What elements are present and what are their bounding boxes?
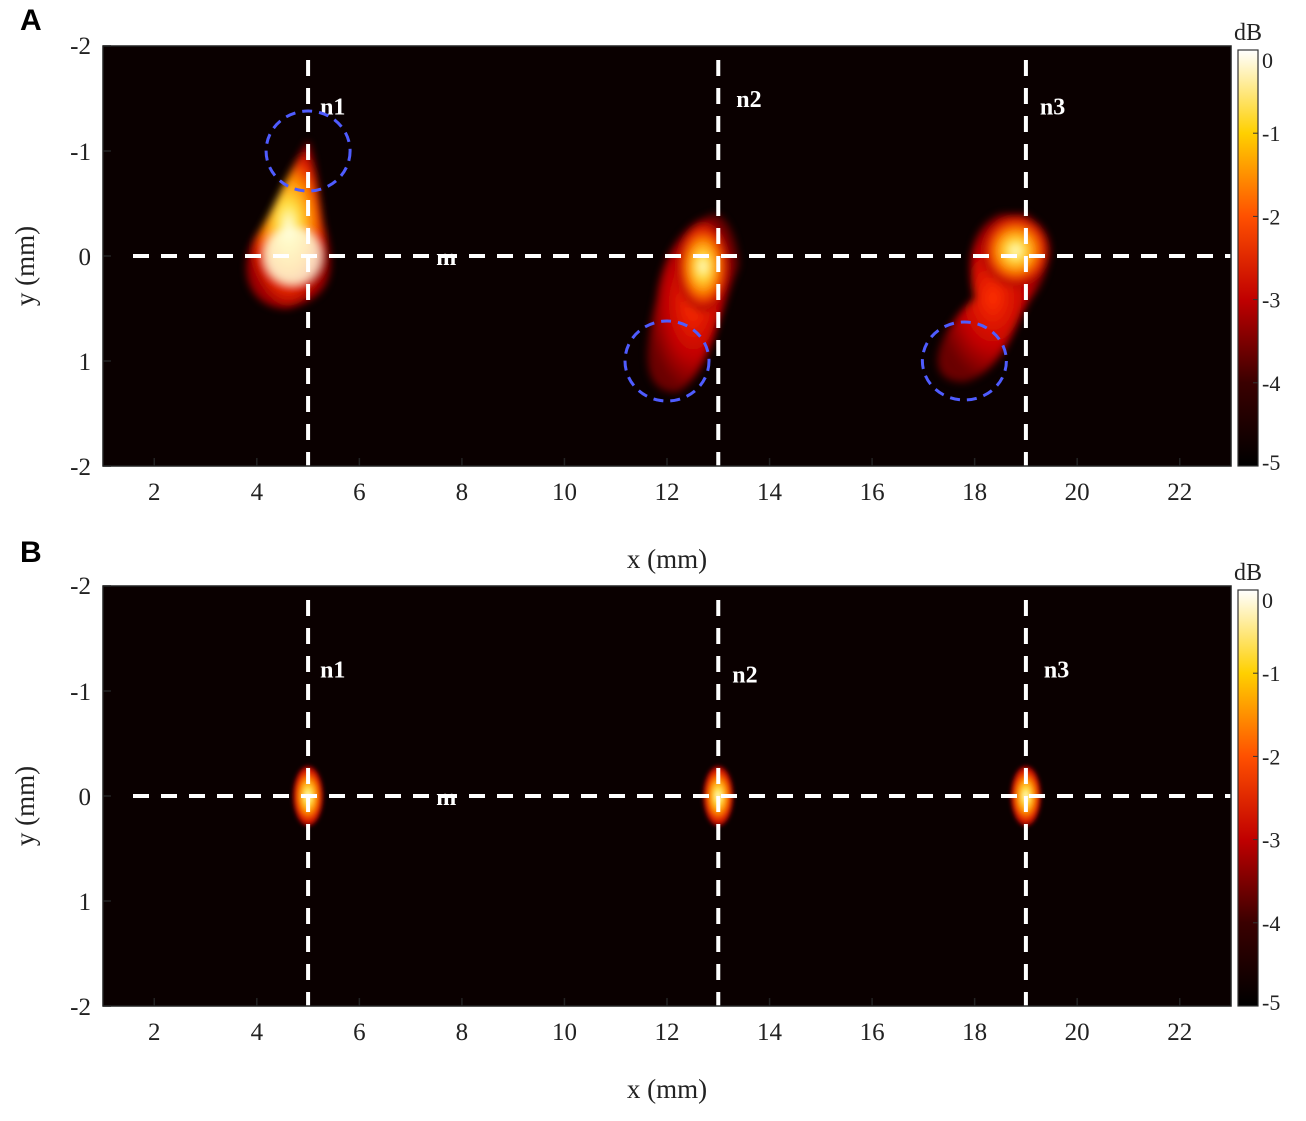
y-tick-label: -2 <box>70 454 91 481</box>
x-tick-label: 8 <box>456 479 469 506</box>
colorbar-tick-label: -2 <box>1262 744 1280 769</box>
panel-A: An1 n2 n3 m 2 4 6 8 10 12 14 16 18 20 22 -2 -1 0 1 -2 x (mm)… <box>10 4 1280 574</box>
colorbar-tick-label: -3 <box>1262 288 1280 313</box>
x-tick-label: 4 <box>251 1019 264 1046</box>
colorbar-unit-label: dB <box>1234 560 1262 586</box>
x-tick-label: 14 <box>757 479 783 506</box>
colorbar: 0 -1 -2 -3 -4 -5 dB <box>1234 560 1280 1015</box>
heatmap-hotspot-core <box>676 221 729 312</box>
y-tick-label: -1 <box>70 139 91 166</box>
y-tick-label: 1 <box>79 889 92 916</box>
colorbar-tick-label: -4 <box>1262 911 1280 936</box>
x-tick-label: 22 <box>1167 1019 1192 1046</box>
colorbar-tick-label: -4 <box>1262 371 1280 396</box>
x-tick-label: 22 <box>1167 479 1192 506</box>
line-label-n1: n1 <box>320 94 345 120</box>
line-label-m: m <box>436 785 456 811</box>
line-label-m: m <box>436 245 456 271</box>
x-tick-label: 16 <box>860 1019 885 1046</box>
dashed-circle-marker <box>264 109 352 193</box>
x-tick-label: 20 <box>1065 479 1090 506</box>
x-tick-label: 2 <box>148 1019 161 1046</box>
y-tick-label: 0 <box>79 784 92 811</box>
x-tick-label: 10 <box>552 1019 577 1046</box>
y-axis-label: y (mm) <box>10 226 40 306</box>
x-tick-label: 12 <box>655 479 680 506</box>
x-tick-label: 18 <box>962 1019 987 1046</box>
line-label-n2: n2 <box>732 663 757 689</box>
x-tick-label: 8 <box>456 1019 469 1046</box>
colorbar-tick-label: 0 <box>1262 588 1273 613</box>
x-tick-label: 10 <box>552 479 577 506</box>
line-label-n1: n1 <box>320 657 345 683</box>
y-tick-label: -2 <box>70 33 91 60</box>
dashed-circle-marker <box>920 320 1008 402</box>
panel-B: Bn1 n2 n3 m 2 4 6 8 10 12 14 16 18 20 22 -2 -1 0 1 -2 x (mm)… <box>10 536 1280 1104</box>
y-tick-label: 1 <box>79 349 92 376</box>
x-tick-label: 20 <box>1065 1019 1090 1046</box>
heatmap-hotspot-core <box>981 214 1050 287</box>
dashed-circle-marker <box>623 319 711 403</box>
colorbar-tick-label: -2 <box>1262 204 1280 229</box>
x-tick-label: 18 <box>962 479 987 506</box>
x-tick-label: 2 <box>148 479 161 506</box>
panel-letter: B <box>20 536 42 569</box>
colorbar-tick-label: -1 <box>1262 661 1280 686</box>
line-label-n3: n3 <box>1040 94 1065 120</box>
x-tick-label: 16 <box>860 479 885 506</box>
colorbar-tick-label: 0 <box>1262 48 1273 73</box>
colorbar-tick-label: -3 <box>1262 828 1280 853</box>
y-tick-label: 0 <box>79 244 92 271</box>
x-axis-label: x (mm) <box>627 544 707 574</box>
x-tick-label: 14 <box>757 1019 783 1046</box>
line-label-n3: n3 <box>1044 657 1069 683</box>
y-axis-label: y (mm) <box>10 766 40 846</box>
y-tick-label: -2 <box>70 573 91 600</box>
x-tick-label: 6 <box>353 1019 366 1046</box>
y-tick-label: -1 <box>70 679 91 706</box>
colorbar-gradient <box>1237 589 1259 1007</box>
y-tick-label: -2 <box>70 994 91 1021</box>
x-tick-label: 6 <box>353 479 366 506</box>
line-label-n2: n2 <box>736 87 761 113</box>
x-tick-label: 12 <box>655 1019 680 1046</box>
colorbar-tick-label: -5 <box>1262 450 1280 475</box>
x-axis-label: x (mm) <box>627 1074 707 1104</box>
panel-letter: A <box>20 4 42 37</box>
colorbar-tick-label: -5 <box>1262 990 1280 1015</box>
colorbar: 0 -1 -2 -3 -4 -5 dB <box>1234 20 1280 475</box>
colorbar-tick-label: -1 <box>1262 121 1280 146</box>
x-tick-label: 4 <box>251 479 264 506</box>
colorbar-gradient <box>1237 49 1259 467</box>
colorbar-unit-label: dB <box>1234 20 1262 46</box>
